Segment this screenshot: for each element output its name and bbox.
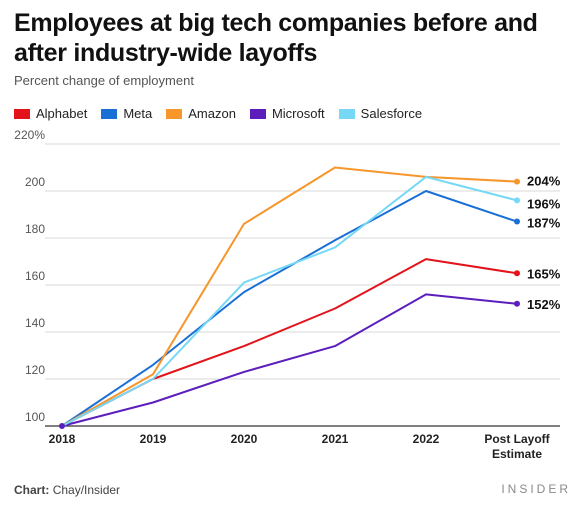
end-value-label: 204% bbox=[527, 174, 561, 189]
y-tick-label: 200 bbox=[25, 175, 45, 189]
x-tick-label: Estimate bbox=[492, 447, 542, 461]
legend-item-meta: Meta bbox=[101, 106, 152, 121]
legend-swatch bbox=[14, 108, 30, 119]
series-line-alphabet bbox=[61, 258, 518, 427]
chart-subtitle: Percent change of employment bbox=[14, 73, 194, 88]
legend-label: Meta bbox=[123, 106, 153, 121]
source-credit: Chart: Chay/Insider bbox=[14, 483, 120, 497]
series-line-meta bbox=[61, 190, 518, 427]
y-tick-label: 160 bbox=[25, 269, 45, 283]
legend-item-salesforce: Salesforce bbox=[338, 106, 423, 121]
end-value-label: 187% bbox=[527, 216, 561, 231]
end-value-label: 165% bbox=[527, 266, 561, 281]
legend-label: Salesforce bbox=[360, 106, 423, 121]
y-tick-label: 140 bbox=[25, 316, 45, 330]
x-tick-label: 2020 bbox=[231, 432, 258, 446]
legend-item-microsoft: Microsoft bbox=[249, 106, 325, 121]
x-tick-label: 2018 bbox=[49, 432, 76, 446]
source-label: Chart: bbox=[14, 483, 50, 497]
start-point bbox=[59, 423, 65, 429]
legend-label: Amazon bbox=[188, 106, 236, 121]
x-tick-label: Post Layoff bbox=[484, 432, 550, 446]
end-point-alphabet bbox=[514, 270, 520, 277]
end-value-label: 196% bbox=[527, 196, 561, 211]
brand-logo: INSIDER bbox=[501, 482, 571, 496]
end-point-amazon bbox=[514, 178, 520, 185]
legend-label: Alphabet bbox=[36, 106, 88, 121]
legend-swatch bbox=[338, 108, 355, 119]
chart-title: Employees at big tech companies before a… bbox=[14, 9, 538, 67]
legend-item-alphabet: Alphabet bbox=[14, 106, 87, 121]
legend-swatch bbox=[249, 108, 266, 119]
y-tick-label: 100 bbox=[25, 410, 45, 424]
y-tick-label: 180 bbox=[25, 222, 45, 236]
y-tick-label: 120 bbox=[25, 363, 45, 377]
series-line-microsoft bbox=[61, 293, 518, 427]
end-point-meta bbox=[514, 218, 520, 225]
x-tick-label: 2019 bbox=[140, 432, 167, 446]
end-value-label: 152% bbox=[527, 297, 561, 312]
series-line-salesforce bbox=[61, 175, 518, 427]
x-tick-label: 2022 bbox=[413, 432, 440, 446]
legend-swatch bbox=[166, 108, 183, 119]
series-line-amazon bbox=[61, 166, 518, 427]
legend-swatch bbox=[101, 108, 118, 119]
x-tick-label: 2021 bbox=[322, 432, 349, 446]
source-value: Chay/Insider bbox=[52, 483, 121, 497]
legend-label: Microsoft bbox=[271, 106, 325, 121]
end-point-salesforce bbox=[514, 197, 520, 204]
legend-item-amazon: Amazon bbox=[166, 106, 236, 121]
y-tick-label: 220% bbox=[14, 128, 45, 142]
end-point-microsoft bbox=[514, 300, 520, 307]
legend: Alphabet Meta Amazon Microsoft Salesforc… bbox=[14, 106, 422, 121]
